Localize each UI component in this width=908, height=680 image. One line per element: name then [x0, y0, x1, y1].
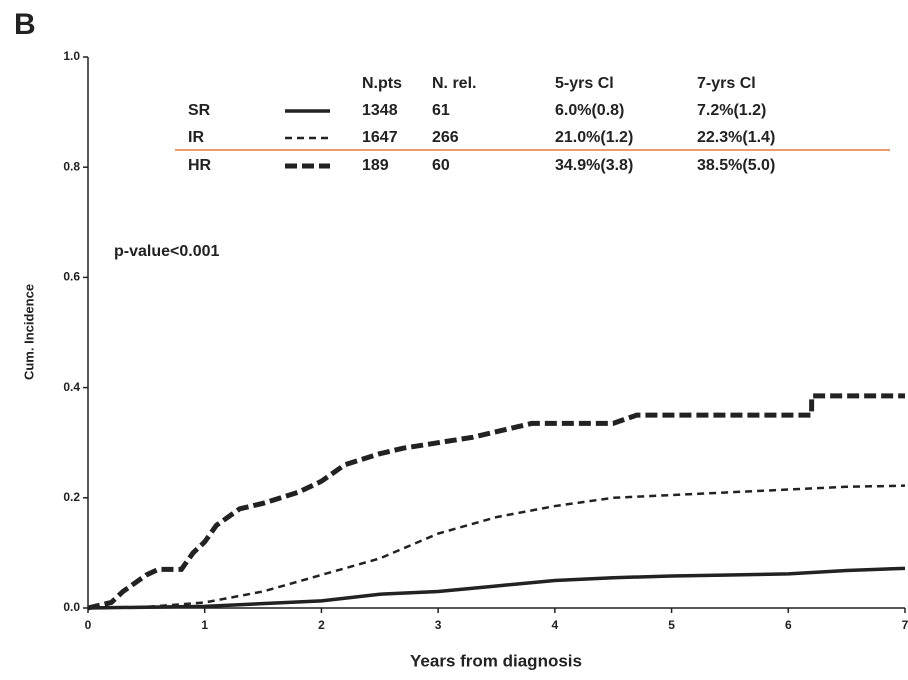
- y-tick-label: 0.0: [63, 600, 80, 614]
- series-line: [87, 566, 906, 610]
- table-header: N.pts: [362, 75, 402, 92]
- series-line: [87, 484, 906, 610]
- x-tick-label: 1: [201, 618, 208, 632]
- table-cell: 1348: [362, 102, 398, 119]
- y-tick-label: 0.6: [63, 270, 80, 284]
- y-axis-title: Cum. Incidence: [21, 284, 36, 380]
- table-cell: 38.5%(5.0): [697, 157, 775, 174]
- table-header: N. rel.: [432, 75, 476, 92]
- x-tick-label: 7: [902, 618, 908, 632]
- legend-label: IR: [188, 129, 204, 146]
- x-axis-title: Years from diagnosis: [410, 651, 582, 670]
- annotation: p-value<0.001: [114, 243, 220, 260]
- y-tick-label: 0.2: [63, 490, 80, 504]
- y-tick-label: 0.4: [63, 380, 80, 394]
- x-tick-label: 6: [785, 618, 792, 632]
- y-tick-label: 0.8: [63, 159, 80, 173]
- series-line: [87, 393, 905, 611]
- table-header: 7-yrs Cl: [697, 75, 756, 92]
- table-cell: 6.0%(0.8): [555, 102, 624, 119]
- legend-label: HR: [188, 157, 212, 174]
- legend-label: SR: [188, 102, 211, 119]
- table-cell: 34.9%(3.8): [555, 157, 633, 174]
- x-tick-label: 0: [85, 618, 92, 632]
- panel-label: B: [14, 8, 36, 41]
- y-tick-label: 1.0: [63, 49, 80, 63]
- x-tick-label: 3: [435, 618, 442, 632]
- table-cell: 60: [432, 157, 450, 174]
- x-tick-label: 2: [318, 618, 325, 632]
- table-cell: 1647: [362, 129, 398, 146]
- x-tick-label: 5: [668, 618, 675, 632]
- table-cell: 61: [432, 102, 450, 119]
- table-cell: 7.2%(1.2): [697, 102, 766, 119]
- table-cell: 21.0%(1.2): [555, 129, 633, 146]
- x-tick-label: 4: [552, 618, 559, 632]
- table-cell: 22.3%(1.4): [697, 129, 775, 146]
- table-header: 5-yrs Cl: [555, 75, 614, 92]
- table-cell: 266: [432, 129, 459, 146]
- table-cell: 189: [362, 157, 389, 174]
